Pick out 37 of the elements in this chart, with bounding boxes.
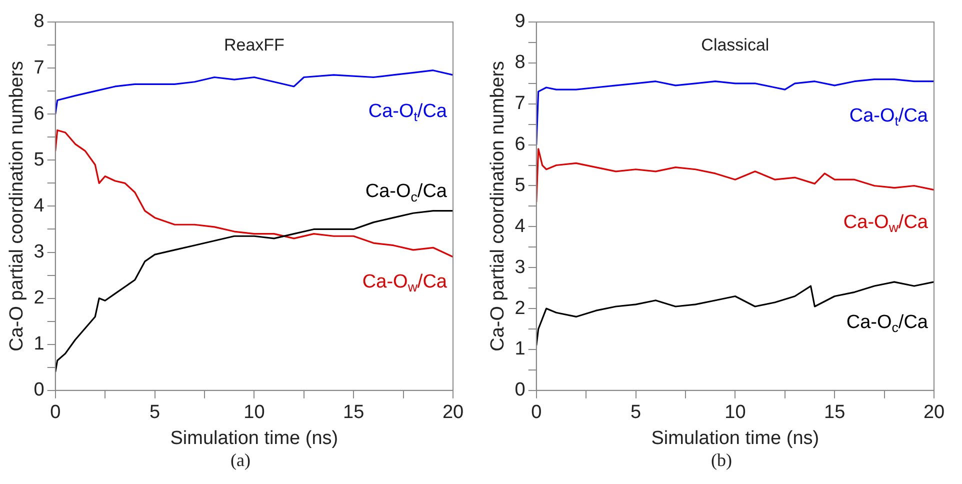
x-tick-label: 0: [531, 402, 542, 424]
text: ReaxFF: [224, 36, 284, 55]
y-tick-label: 4: [514, 216, 526, 237]
x-tick-label: 10: [244, 402, 265, 424]
y-tick-label: 9: [514, 11, 526, 32]
y-axis-title: Ca-O partial coordination numbers: [488, 60, 509, 352]
x-tick-label: 0: [50, 402, 61, 424]
y-axis-title: Ca-O partial coordination numbers: [6, 60, 28, 352]
y-tick-label: 3: [34, 241, 44, 262]
text: (b): [711, 450, 732, 471]
text: Classical: [701, 36, 770, 55]
text: (a): [230, 450, 250, 471]
y-tick-label: 5: [514, 174, 526, 196]
y-tick-label: 1: [514, 338, 526, 360]
x-tick-label: 5: [149, 402, 160, 424]
y-tick-label: 5: [34, 149, 44, 170]
y-tick-label: 2: [34, 288, 44, 309]
x-tick-label: 15: [824, 402, 846, 424]
x-tick-label: 20: [442, 402, 464, 424]
x-tick-label: 20: [923, 402, 945, 424]
x-axis-title: Simulation time (ns): [170, 428, 338, 449]
x-tick-label: 15: [343, 402, 364, 424]
y-tick-label: 7: [514, 93, 526, 114]
y-tick-label: 7: [34, 57, 44, 78]
y-tick-label: 0: [34, 380, 44, 401]
y-tick-label: 8: [514, 52, 526, 74]
y-tick-label: 4: [34, 195, 45, 216]
x-axis-title: Simulation time (ns): [651, 428, 820, 449]
y-tick-label: 6: [514, 134, 526, 156]
x-tick-label: 5: [630, 402, 642, 424]
y-tick-label: 1: [34, 334, 44, 355]
x-tick-label: 10: [724, 402, 746, 424]
y-tick-label: 3: [514, 256, 526, 278]
y-tick-label: 0: [514, 380, 526, 401]
y-tick-label: 2: [514, 298, 526, 319]
y-tick-label: 6: [34, 103, 44, 124]
y-tick-label: 8: [34, 11, 44, 32]
